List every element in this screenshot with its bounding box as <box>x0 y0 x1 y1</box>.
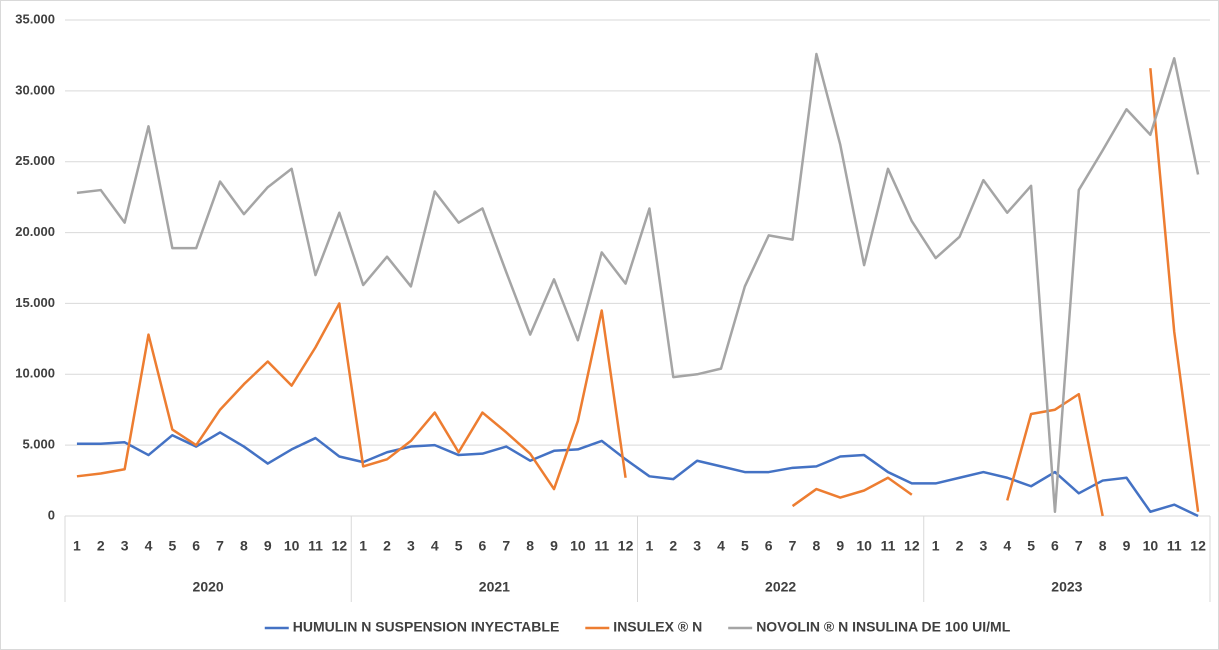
x-tick-label: 1 <box>73 538 81 554</box>
x-tick-label: 3 <box>121 538 129 554</box>
x-tick-label: 11 <box>308 538 323 554</box>
x-tick-label: 11 <box>594 538 609 554</box>
x-tick-label: 6 <box>1051 538 1059 554</box>
x-tick-label: 6 <box>192 538 200 554</box>
x-tick-label: 12 <box>332 538 348 554</box>
x-tick-label: 3 <box>407 538 415 554</box>
x-tick-label: 4 <box>431 538 439 554</box>
legend-label: INSULEX ® N <box>613 619 702 635</box>
x-tick-label: 8 <box>1099 538 1107 554</box>
x-tick-label: 5 <box>741 538 749 554</box>
x-tick-label: 11 <box>881 538 896 554</box>
x-tick-label: 10 <box>856 538 872 554</box>
x-group-label: 2022 <box>765 579 796 595</box>
legend-label: NOVOLIN ® N INSULINA DE 100 UI/ML <box>756 619 1010 635</box>
y-tick-label: 35.000 <box>15 11 55 26</box>
x-tick-label: 12 <box>904 538 920 554</box>
x-group-label: 2023 <box>1051 579 1082 595</box>
y-tick-label: 20.000 <box>15 224 55 239</box>
x-tick-label: 10 <box>284 538 300 554</box>
x-tick-label: 9 <box>1123 538 1131 554</box>
x-tick-label: 1 <box>646 538 654 554</box>
x-tick-label: 8 <box>813 538 821 554</box>
y-tick-label: 10.000 <box>15 366 55 381</box>
x-tick-label: 1 <box>932 538 940 554</box>
x-tick-label: 12 <box>1190 538 1206 554</box>
x-tick-label: 9 <box>836 538 844 554</box>
x-tick-label: 12 <box>618 538 634 554</box>
x-tick-label: 10 <box>1143 538 1159 554</box>
x-tick-label: 9 <box>550 538 558 554</box>
x-tick-label: 7 <box>216 538 224 554</box>
series-line <box>76 68 1200 517</box>
series-line <box>76 52 1200 513</box>
legend-item: INSULEX ® N <box>585 619 702 635</box>
x-group-label: 2020 <box>193 579 224 595</box>
x-tick-label: 5 <box>1027 538 1035 554</box>
x-tick-label: 10 <box>570 538 586 554</box>
x-tick-label: 8 <box>240 538 248 554</box>
y-tick-label: 25.000 <box>15 153 55 168</box>
x-tick-label: 4 <box>145 538 153 554</box>
x-tick-label: 7 <box>1075 538 1083 554</box>
x-tick-label: 2 <box>383 538 391 554</box>
series-line <box>76 431 1199 518</box>
x-tick-label: 5 <box>455 538 463 554</box>
legend-label: HUMULIN N SUSPENSION INYECTABLE <box>293 619 560 635</box>
x-tick-label: 3 <box>979 538 987 554</box>
x-tick-label: 8 <box>526 538 534 554</box>
y-tick-label: 0 <box>48 507 55 522</box>
x-tick-label: 4 <box>717 538 725 554</box>
x-tick-label: 1 <box>359 538 367 554</box>
x-tick-label: 2 <box>956 538 964 554</box>
x-tick-label: 6 <box>765 538 773 554</box>
y-tick-label: 15.000 <box>15 295 55 310</box>
x-tick-label: 7 <box>789 538 797 554</box>
x-tick-label: 5 <box>168 538 176 554</box>
legend-item: HUMULIN N SUSPENSION INYECTABLE <box>264 619 560 635</box>
x-tick-label: 6 <box>479 538 487 554</box>
x-tick-label: 11 <box>1167 538 1182 554</box>
y-tick-label: 30.000 <box>15 82 55 97</box>
x-tick-label: 2 <box>669 538 677 554</box>
x-tick-label: 9 <box>264 538 272 554</box>
x-group-label: 2021 <box>479 579 510 595</box>
x-tick-label: 4 <box>1003 538 1011 554</box>
legend-item: NOVOLIN ® N INSULINA DE 100 UI/ML <box>728 619 1011 635</box>
y-tick-label: 5.000 <box>22 437 55 452</box>
x-tick-label: 3 <box>693 538 701 554</box>
x-tick-label: 2 <box>97 538 105 554</box>
x-tick-label: 7 <box>502 538 510 554</box>
